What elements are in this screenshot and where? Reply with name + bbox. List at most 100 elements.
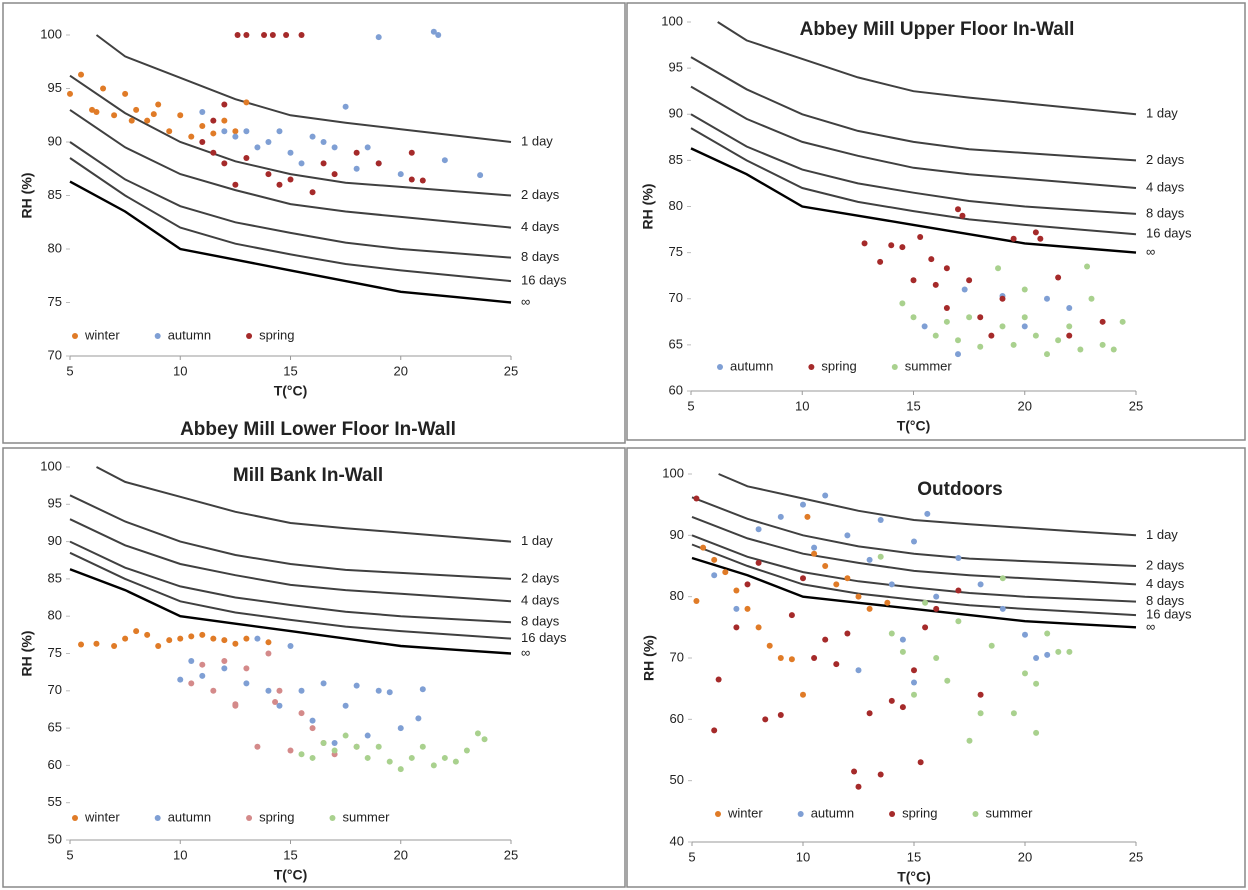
point: [899, 636, 906, 643]
point: [397, 171, 404, 178]
point: [309, 754, 316, 761]
point: [441, 157, 448, 164]
y-tick-label: 70: [48, 682, 62, 697]
point: [111, 112, 118, 119]
x-tick-label: 25: [504, 847, 518, 862]
legend-label: autumn: [168, 809, 211, 824]
legend-marker: [72, 333, 78, 339]
isopleth-label: 1 day: [1146, 527, 1178, 542]
point: [243, 128, 250, 135]
point: [959, 212, 966, 219]
isopleth-label: ∞: [521, 645, 530, 660]
point: [1044, 651, 1051, 658]
point: [463, 747, 470, 754]
point: [441, 754, 448, 761]
isopleth-label: 16 days: [521, 273, 567, 288]
x-tick-label: 10: [173, 363, 187, 378]
y-tick-label: 100: [40, 458, 62, 473]
chart-title: Mill Bank In-Wall: [233, 465, 383, 486]
x-tick-label: 20: [394, 363, 408, 378]
point: [1033, 680, 1040, 687]
point: [342, 702, 349, 709]
isopleth-label: 1 day: [521, 133, 553, 148]
point: [755, 526, 762, 533]
point: [265, 650, 272, 657]
point: [221, 665, 228, 672]
point: [744, 581, 751, 588]
point: [788, 612, 795, 619]
point: [855, 667, 862, 674]
point: [221, 160, 228, 167]
point: [711, 572, 718, 579]
point: [1010, 710, 1017, 717]
y-tick-label: 75: [669, 244, 683, 259]
point: [199, 661, 206, 668]
point: [364, 144, 371, 151]
point: [232, 640, 239, 647]
point: [999, 295, 1006, 302]
point: [331, 144, 338, 151]
point: [320, 740, 327, 747]
point: [955, 351, 961, 358]
x-tick-label: 15: [907, 849, 921, 864]
point: [419, 177, 426, 184]
point: [78, 641, 85, 648]
point: [331, 171, 338, 178]
point: [1022, 670, 1028, 677]
x-tick-label: 20: [1018, 398, 1032, 413]
point: [1084, 263, 1091, 270]
point: [922, 624, 929, 631]
y-tick-label: 85: [48, 187, 62, 202]
point: [800, 501, 806, 508]
x-tick-label: 15: [283, 363, 297, 378]
point: [210, 687, 217, 694]
point: [977, 314, 984, 321]
legend-marker: [329, 815, 336, 821]
point: [232, 181, 239, 188]
panel: 5 10 15 20 25 40 50 60 70 80 90 100 T(°C) RH (%) Outdo…: [626, 447, 1246, 888]
point: [477, 172, 484, 179]
legend-marker: [972, 811, 979, 817]
point: [309, 717, 316, 724]
isopleth-line: [69, 74, 512, 197]
y-axis-label: RH (%): [19, 631, 35, 677]
point: [122, 90, 129, 97]
y-tick-label: 75: [48, 294, 62, 309]
isopleth-line: [69, 540, 512, 624]
point: [320, 160, 327, 167]
point: [122, 635, 129, 642]
y-tick-label: 90: [670, 527, 684, 542]
point: [755, 624, 762, 631]
y-tick-label: 100: [662, 465, 684, 480]
point: [999, 323, 1006, 330]
x-tick-label: 15: [906, 398, 920, 413]
x-axis-label: T(°C): [274, 383, 308, 399]
y-tick-label: 50: [48, 831, 62, 846]
point: [943, 265, 950, 272]
point: [943, 304, 950, 311]
point: [955, 337, 961, 344]
point: [287, 747, 294, 754]
legend-marker: [246, 815, 253, 821]
y-tick-label: 90: [669, 106, 683, 121]
y-tick-label: 50: [670, 772, 684, 787]
isopleth-line: [69, 180, 512, 304]
point: [474, 730, 481, 737]
chart-title: Abbey Mill Upper Floor In-Wall: [800, 19, 1075, 40]
point: [128, 117, 135, 124]
point: [1021, 286, 1028, 293]
point: [298, 710, 305, 717]
point: [955, 555, 962, 562]
point: [177, 112, 184, 119]
point: [866, 556, 873, 563]
legend-marker: [717, 364, 723, 370]
point: [199, 109, 206, 116]
isopleth-label: ∞: [521, 294, 530, 309]
point: [1021, 314, 1028, 321]
point: [928, 256, 935, 263]
isopleth-label: 4 days: [521, 219, 560, 234]
isopleth-label: 8 days: [521, 614, 560, 629]
point: [155, 643, 162, 650]
point: [210, 149, 217, 156]
